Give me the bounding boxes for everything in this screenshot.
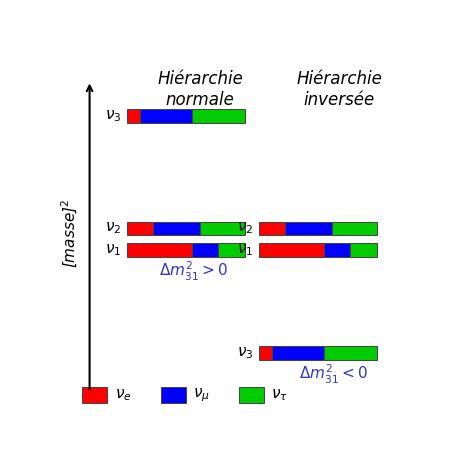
Bar (82, 387, 107, 403)
Text: $\Delta m_{31}^2 > 0$: $\Delta m_{31}^2 > 0$ (158, 260, 227, 283)
Text: Hiérarchie
inversée: Hiérarchie inversée (296, 70, 381, 109)
Bar (349, 243, 376, 257)
Text: [masse]$^2$: [masse]$^2$ (60, 199, 80, 269)
Bar (191, 243, 217, 257)
Text: $\nu_\mu$: $\nu_\mu$ (193, 386, 209, 404)
Bar (127, 222, 152, 235)
Bar (127, 243, 191, 257)
Bar (271, 346, 323, 360)
Text: $\nu_3$: $\nu_3$ (237, 345, 253, 361)
Bar (239, 387, 264, 403)
Bar (152, 222, 200, 235)
Bar (217, 243, 244, 257)
Text: $\nu_1$: $\nu_1$ (105, 242, 121, 258)
Bar (191, 109, 244, 123)
Text: $\nu_\tau$: $\nu_\tau$ (271, 387, 288, 403)
Bar (323, 243, 349, 257)
Text: $\nu_1$: $\nu_1$ (237, 242, 253, 258)
Bar (331, 222, 376, 235)
Text: $\nu_3$: $\nu_3$ (105, 108, 121, 124)
Bar (127, 109, 140, 123)
Bar (258, 243, 323, 257)
Bar (284, 222, 331, 235)
Bar (258, 222, 284, 235)
Bar (323, 346, 376, 360)
Bar (140, 109, 191, 123)
Text: $\nu_2$: $\nu_2$ (105, 220, 121, 236)
Text: Hiérarchie
normale: Hiérarchie normale (157, 70, 242, 109)
Bar (258, 346, 271, 360)
Bar (200, 222, 244, 235)
Text: $\Delta m_{31}^2 < 0$: $\Delta m_{31}^2 < 0$ (299, 363, 367, 386)
Bar (161, 387, 185, 403)
Text: $\nu_2$: $\nu_2$ (237, 220, 253, 236)
Text: $\nu_e$: $\nu_e$ (114, 387, 131, 403)
